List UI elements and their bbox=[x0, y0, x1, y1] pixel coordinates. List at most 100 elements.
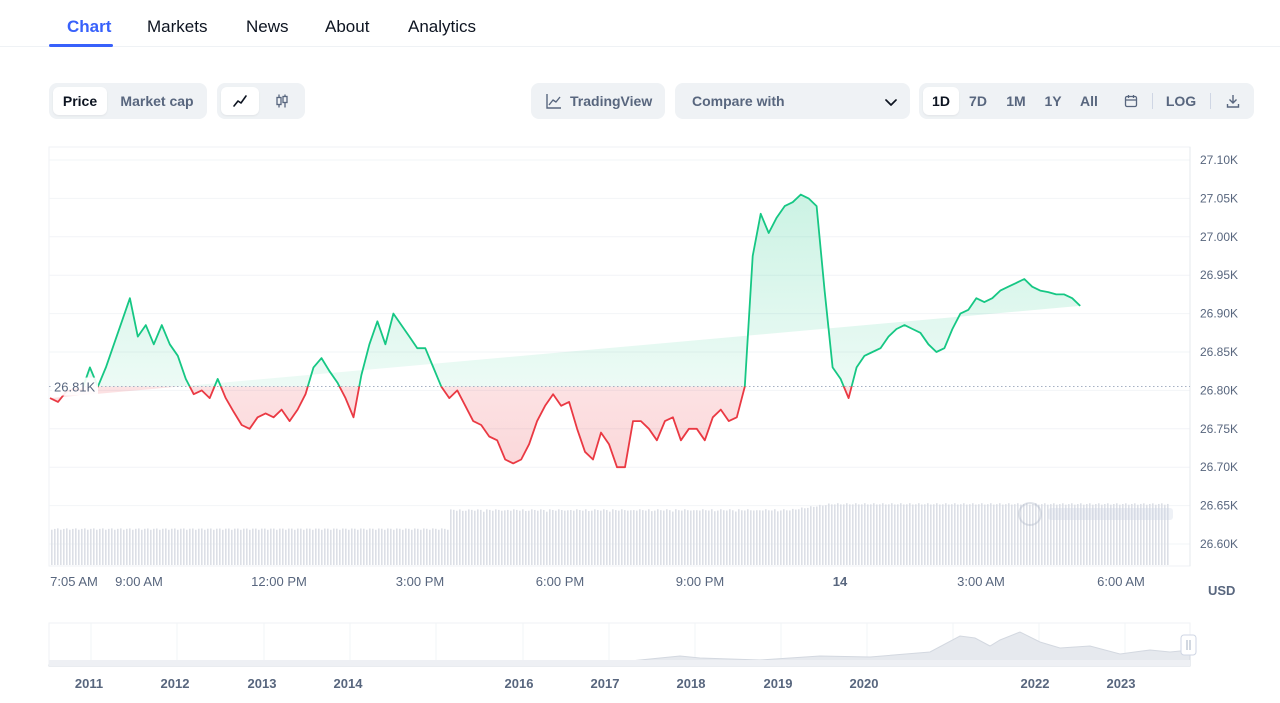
volume-bar bbox=[138, 528, 140, 565]
tab-chart[interactable]: Chart bbox=[48, 0, 114, 47]
volume-bar bbox=[486, 509, 488, 565]
volume-bar bbox=[480, 509, 482, 565]
volume-bar bbox=[1092, 504, 1094, 565]
tab-analytics[interactable]: Analytics bbox=[408, 17, 477, 36]
volume-bar bbox=[750, 510, 752, 565]
toolbar-divider bbox=[1210, 93, 1211, 109]
volume-bar bbox=[912, 504, 914, 565]
price-toggle-button[interactable]: Price bbox=[53, 87, 107, 115]
volume-bar bbox=[816, 506, 818, 565]
volume-bar bbox=[438, 529, 440, 565]
volume-bar bbox=[1026, 503, 1028, 565]
volume-bar bbox=[966, 504, 968, 565]
volume-bar bbox=[366, 529, 368, 565]
volume-bar bbox=[288, 528, 290, 565]
volume-bar bbox=[294, 529, 296, 565]
volume-bar bbox=[396, 528, 398, 565]
trend-icon bbox=[546, 94, 561, 109]
volume-bar bbox=[981, 503, 983, 565]
volume-bar bbox=[477, 509, 479, 565]
tab-markets[interactable]: Markets bbox=[147, 17, 208, 36]
volume-bar bbox=[441, 528, 443, 565]
calendar-button[interactable] bbox=[1114, 87, 1148, 115]
volume-bar bbox=[276, 529, 278, 565]
range-7d-button[interactable]: 7D bbox=[969, 93, 987, 109]
line-chart-button[interactable] bbox=[221, 87, 259, 115]
price-chart[interactable]: 27.10K 27.05K 27.00K 26.95K 26.90K 26.85K 26.8… bbox=[0, 140, 1280, 610]
tab-bar: Chart Markets News About Analytics bbox=[0, 0, 1280, 47]
volume-bar bbox=[384, 529, 386, 565]
volume-bar bbox=[516, 509, 518, 565]
range-1d-button[interactable]: 1D bbox=[923, 87, 959, 115]
tradingview-button[interactable]: TradingView bbox=[531, 83, 665, 119]
tab-news[interactable]: News bbox=[246, 17, 289, 36]
volume-bar bbox=[606, 510, 608, 565]
volume-bar bbox=[345, 528, 347, 565]
volume-bar bbox=[1029, 504, 1031, 565]
volume-bar bbox=[378, 528, 380, 565]
navigator-year-label: 2022 bbox=[1021, 676, 1050, 691]
volume-bar bbox=[549, 509, 551, 565]
volume-bar bbox=[153, 528, 155, 565]
volume-bar bbox=[390, 528, 392, 565]
volume-bar bbox=[999, 503, 1001, 565]
volume-bar bbox=[201, 528, 203, 565]
volume-bar bbox=[126, 528, 128, 565]
range-all-button[interactable]: All bbox=[1080, 93, 1098, 109]
volume-bar bbox=[1086, 504, 1088, 565]
volume-bar bbox=[1071, 503, 1073, 565]
volume-bar bbox=[570, 510, 572, 565]
x-tick-label: 3:00 PM bbox=[396, 574, 444, 589]
volume-bar bbox=[1119, 504, 1121, 565]
navigator-year-label: 2018 bbox=[677, 676, 706, 691]
volume-bar bbox=[1089, 503, 1091, 565]
tab-about[interactable]: About bbox=[325, 17, 370, 36]
volume-bar bbox=[87, 529, 89, 565]
volume-bar bbox=[402, 529, 404, 565]
volume-bar bbox=[612, 509, 614, 565]
x-tick-label: 6:00 PM bbox=[536, 574, 584, 589]
volume-bar bbox=[399, 528, 401, 565]
volume-bar bbox=[246, 528, 248, 565]
volume-bar bbox=[954, 503, 956, 565]
candlestick-button[interactable] bbox=[263, 87, 301, 115]
download-button[interactable] bbox=[1217, 87, 1249, 115]
volume-bar bbox=[927, 503, 929, 565]
market-cap-toggle-button[interactable]: Market cap bbox=[120, 93, 194, 109]
volume-bar bbox=[837, 503, 839, 565]
log-scale-button[interactable]: LOG bbox=[1165, 93, 1197, 109]
y-tick-label: 26.75K bbox=[1200, 422, 1238, 436]
down-area-fill bbox=[50, 386, 852, 468]
range-1y-button[interactable]: 1Y bbox=[1044, 93, 1062, 109]
navigator-handle[interactable] bbox=[1180, 634, 1197, 656]
volume-bar bbox=[450, 509, 452, 565]
volume-bar bbox=[663, 510, 665, 565]
volume-bar bbox=[531, 509, 533, 565]
volume-bar bbox=[1041, 504, 1043, 565]
volume-bar bbox=[906, 504, 908, 565]
volume-bar bbox=[951, 504, 953, 565]
volume-bar bbox=[729, 509, 731, 565]
volume-bar bbox=[675, 509, 677, 565]
range-navigator[interactable]: 2011 2012 2013 2014 2016 2017 2018 2019 2020 2022… bbox=[0, 616, 1280, 703]
volume-bar bbox=[489, 509, 491, 565]
volume-bar bbox=[705, 510, 707, 565]
volume-bar bbox=[1023, 504, 1025, 565]
volume-bar bbox=[468, 509, 470, 565]
volume-bar bbox=[960, 504, 962, 565]
volume-bar bbox=[117, 528, 119, 565]
volume-bar bbox=[990, 503, 992, 565]
watermark bbox=[1018, 502, 1173, 526]
download-icon bbox=[1226, 95, 1240, 108]
volume-bar bbox=[123, 529, 125, 565]
currency-label: USD bbox=[1208, 583, 1236, 598]
volume-bar bbox=[1146, 504, 1148, 565]
candlestick-icon bbox=[276, 94, 288, 108]
volume-bar bbox=[660, 510, 662, 565]
baseline-label: 26.81K bbox=[54, 380, 96, 395]
volume-bar bbox=[1128, 504, 1130, 565]
volume-bar bbox=[1095, 504, 1097, 565]
volume-bar bbox=[135, 528, 137, 565]
range-1m-button[interactable]: 1M bbox=[1006, 93, 1026, 109]
compare-with-select[interactable]: Compare with bbox=[675, 83, 910, 119]
